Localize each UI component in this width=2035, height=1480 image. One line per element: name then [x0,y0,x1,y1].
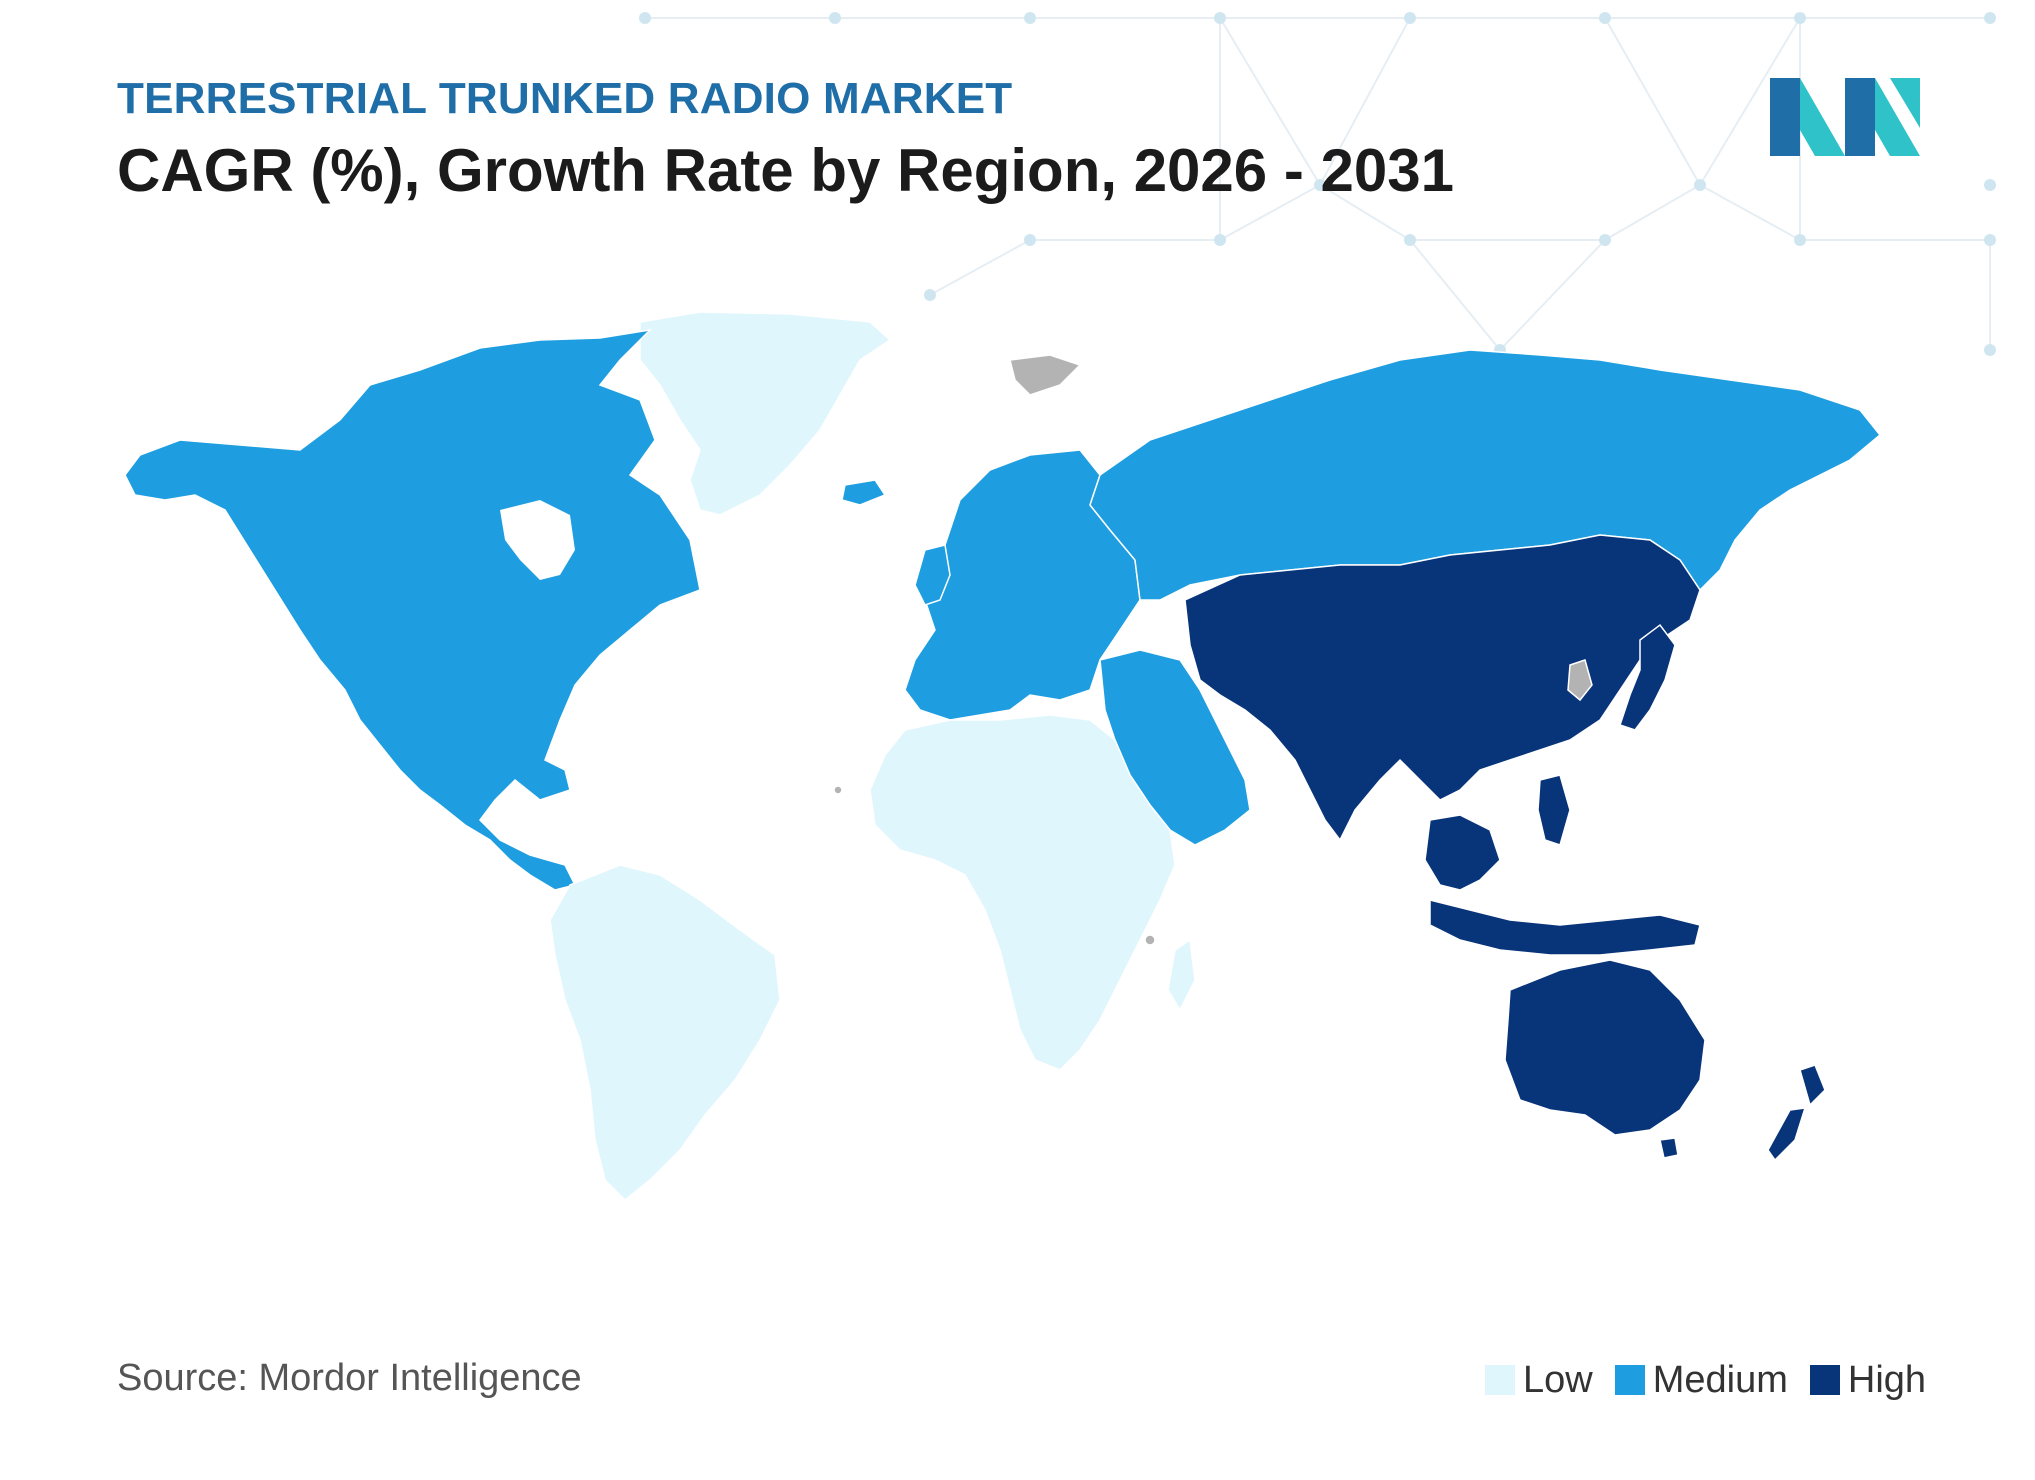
legend: Low Medium High [1485,1357,1926,1403]
region-philippines [1537,774,1571,846]
region-korea [1567,659,1593,702]
region-iceland [841,479,887,506]
hudson-bay [500,500,575,580]
legend-item-high: High [1809,1358,1927,1402]
region-island-nodata-2 [833,785,843,795]
region-australia [1504,959,1706,1136]
region-southeast-asia [1424,814,1501,891]
region-asia [1184,534,1701,842]
region-uk [914,544,951,606]
legend-label-medium: Medium [1652,1358,1788,1401]
world-map [124,311,1882,1200]
region-russia [1089,349,1882,601]
legend-swatch-low [1485,1365,1515,1395]
chart-subtitle: TERRESTRIAL TRUNKED RADIO MARKET [117,74,1013,123]
region-south-america [549,864,781,1200]
mordor-intelligence-logo [1770,78,1920,156]
region-madagascar [1167,938,1196,1012]
legend-item-medium: Medium [1614,1358,1788,1402]
legend-swatch-medium [1614,1365,1645,1395]
region-north-america [124,328,701,891]
legend-item-low: Low [1485,1359,1593,1402]
region-japan [1619,623,1676,731]
chart-title: CAGR (%), Growth Rate by Region, 2026 - … [117,137,1454,204]
region-africa [869,714,1176,1071]
region-island-nodata [1144,934,1156,946]
region-tasmania [1659,1137,1679,1159]
legend-swatch-high [1809,1365,1840,1395]
region-svalbard [1009,354,1082,396]
legend-label-high: High [1847,1358,1927,1401]
region-greenland [639,311,892,516]
background-network-pattern [639,12,1996,356]
legend-label-low: Low [1523,1358,1593,1401]
source-note: Source: Mordor Intelligence [117,1357,582,1399]
region-new-zealand [1767,1064,1826,1162]
region-indonesia [1429,899,1701,956]
